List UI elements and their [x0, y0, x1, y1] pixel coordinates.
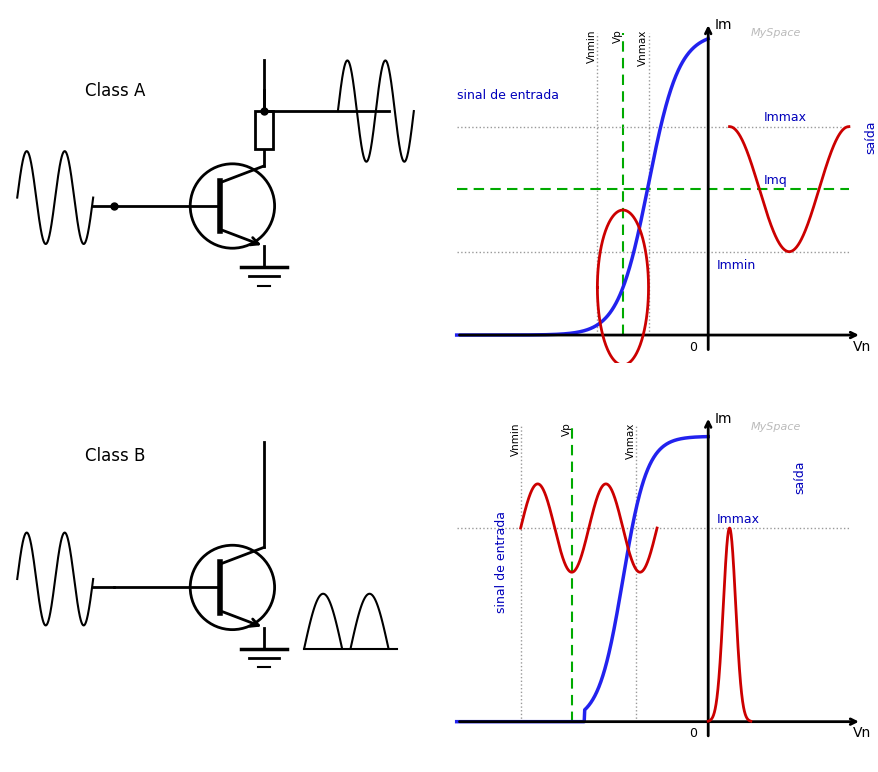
Text: Class A: Class A [84, 83, 145, 100]
Text: Vnmin: Vnmin [587, 29, 596, 63]
Text: Vp: Vp [612, 29, 623, 43]
Text: Vnmax: Vnmax [625, 423, 635, 459]
Text: 0: 0 [688, 727, 696, 740]
Text: MySpace: MySpace [750, 29, 801, 39]
FancyBboxPatch shape [255, 111, 273, 149]
Text: sinal de entrada: sinal de entrada [494, 511, 507, 613]
Text: Im: Im [714, 411, 731, 425]
Text: Im: Im [714, 19, 731, 32]
Text: 0: 0 [688, 340, 696, 354]
Text: MySpace: MySpace [750, 422, 801, 432]
Text: sinal de entrada: sinal de entrada [457, 89, 558, 102]
Text: Imq: Imq [763, 174, 787, 187]
Text: Vnmax: Vnmax [637, 29, 648, 66]
Text: Immax: Immax [716, 513, 759, 526]
Text: Immax: Immax [763, 111, 806, 124]
Text: Vn: Vn [853, 726, 870, 740]
Text: Class B: Class B [84, 447, 145, 465]
Text: saída: saída [793, 460, 805, 494]
Text: Vn: Vn [853, 340, 870, 354]
Text: Immin: Immin [716, 259, 755, 272]
Text: Vp: Vp [561, 423, 571, 436]
Text: Vnmin: Vnmin [510, 423, 520, 456]
Text: saída: saída [863, 120, 876, 154]
